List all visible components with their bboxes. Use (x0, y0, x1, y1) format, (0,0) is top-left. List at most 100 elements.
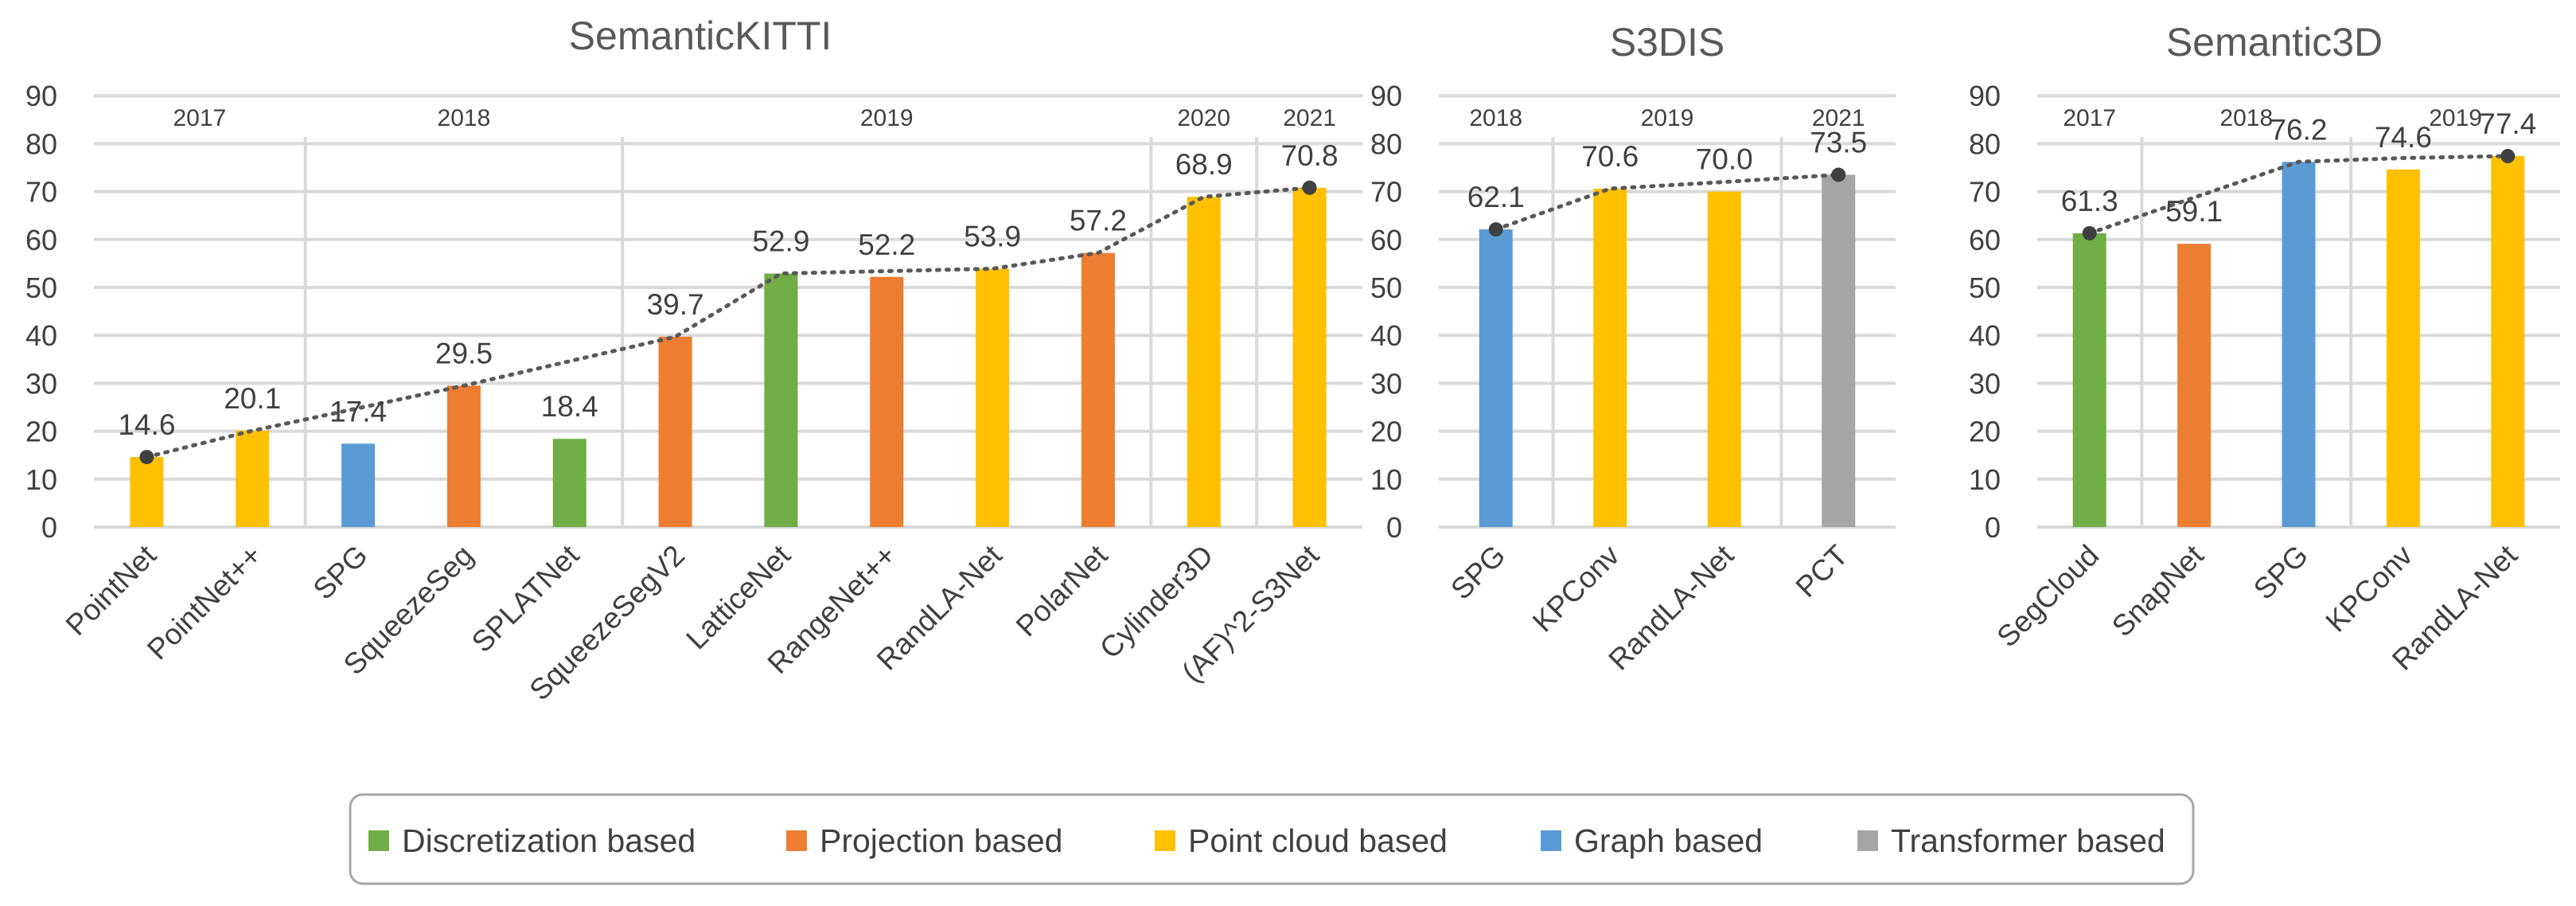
data-label: 70.0 (1696, 143, 1753, 176)
panel-s3dis: S3DIS 0 10 20 30 40 50 60 70 80 90 2018 2019 2021 62.… (1370, 20, 1896, 677)
bar (658, 337, 692, 527)
bar (2491, 156, 2525, 527)
legend-box (349, 793, 2195, 885)
data-label: 59.1 (2165, 195, 2223, 228)
data-label: 73.5 (1810, 127, 1867, 159)
chart-title: SemanticKITTI (569, 14, 832, 58)
legend-swatch-point-cloud (1155, 830, 1175, 851)
data-label: 53.9 (964, 221, 1021, 253)
category-label: SnapNet (2106, 538, 2210, 642)
y-tick-label: 40 (25, 319, 57, 352)
y-tick-label: 50 (1969, 271, 2001, 304)
legend-swatch-discretization (368, 830, 389, 851)
data-label: 17.4 (329, 395, 387, 428)
y-tick-label: 20 (25, 416, 57, 448)
data-label: 76.2 (2270, 113, 2327, 146)
bar (1707, 191, 1741, 527)
chart-title: S3DIS (1610, 20, 1725, 64)
legend-swatch-transformer (1857, 830, 1878, 851)
legend-label-transformer: Transformer based (1891, 822, 2165, 859)
trend-marker (1831, 167, 1846, 182)
y-tick-label: 60 (1370, 224, 1402, 256)
y-tick-label: 70 (1969, 176, 2001, 209)
data-label: 29.5 (435, 337, 493, 369)
bar (1292, 187, 1327, 527)
y-tick-label: 60 (1969, 224, 2001, 256)
category-label: PCT (1790, 539, 1854, 603)
bar (236, 430, 270, 527)
legend-label-point-cloud: Point cloud based (1188, 822, 1448, 859)
bar (976, 268, 1010, 527)
chart-title: Semantic3D (2166, 20, 2383, 64)
y-tick-label: 90 (1370, 80, 1402, 112)
data-label: 39.7 (647, 288, 704, 321)
bar (870, 276, 904, 527)
y-tick-label: 30 (25, 367, 57, 400)
y-tick-label: 10 (25, 463, 57, 496)
y-tick-label: 20 (1370, 416, 1402, 448)
y-tick-label: 50 (1370, 271, 1402, 304)
data-label: 68.9 (1175, 148, 1233, 181)
bar (1822, 174, 1856, 527)
category-label: SPG (306, 539, 373, 606)
y-tick-label: 60 (25, 224, 57, 256)
bar (2072, 232, 2106, 527)
year-label: 2018 (2219, 105, 2273, 131)
trend-marker (2500, 149, 2516, 164)
year-label: 2019 (1641, 105, 1694, 131)
bar (1081, 252, 1115, 527)
legend-label-graph: Graph based (1574, 822, 1763, 859)
y-tick-label: 40 (1370, 319, 1402, 352)
category-label: SPG (1444, 539, 1511, 606)
legend-swatch-graph (1541, 830, 1561, 851)
bar (2177, 244, 2212, 527)
category-label: RandLA-Net (1602, 538, 1740, 676)
bar (446, 385, 481, 527)
legend: Discretization based Projection based Po… (349, 793, 2195, 885)
y-tick-label: 30 (1969, 367, 2001, 400)
data-label: 52.2 (858, 228, 915, 261)
y-tick-label: 20 (1969, 416, 2001, 448)
bar (1593, 188, 1627, 527)
trend-line (1494, 173, 1841, 232)
y-tick-label: 10 (1969, 463, 2001, 496)
year-label: 2017 (173, 105, 226, 131)
bar (764, 273, 798, 527)
bar (2386, 169, 2420, 527)
y-tick-label: 10 (1370, 463, 1402, 496)
legend-swatch-projection (786, 830, 807, 851)
data-label: 77.4 (2479, 107, 2536, 140)
data-label: 14.6 (118, 408, 175, 441)
y-tick-label: 80 (1969, 127, 2001, 160)
bar (1187, 197, 1221, 528)
year-label: 2020 (1177, 105, 1230, 131)
category-label: KPConv (2320, 538, 2419, 638)
category-label: SPG (2247, 539, 2314, 606)
category-label: PointNet (60, 538, 163, 642)
data-label: 74.6 (2375, 121, 2432, 154)
y-tick-label: 80 (25, 127, 57, 160)
category-label: PolarNet (1010, 538, 1114, 642)
y-tick-label: 70 (1370, 176, 1402, 209)
panel-semantickitti: SemanticKITTI 0 10 20 30 40 50 60 70 80 90 2017 201… (25, 14, 1362, 707)
category-label: KPConv (1526, 538, 1626, 638)
data-label: 20.1 (224, 382, 281, 415)
year-label: 2021 (1812, 105, 1865, 131)
category-label: PointNet++ (141, 539, 268, 666)
year-label: 2019 (2429, 105, 2482, 131)
data-label: 52.9 (752, 225, 809, 258)
category-label: SegCloud (1990, 539, 2105, 654)
panel-semantic3d: Semantic3D 0 10 20 30 40 50 60 70 80 90 2017 2018 20… (1969, 20, 2560, 677)
year-label: 2017 (2063, 105, 2116, 131)
y-tick-label: 50 (25, 271, 57, 304)
y-tick-label: 90 (1969, 80, 2001, 112)
trend-marker (1302, 180, 1317, 195)
bar (130, 457, 164, 527)
y-tick-label: 0 (41, 511, 57, 544)
trend-marker (1488, 222, 1503, 237)
data-label: 70.8 (1281, 139, 1339, 172)
year-label: 2021 (1283, 105, 1336, 131)
year-label: 2019 (860, 105, 914, 131)
bar (1479, 229, 1513, 527)
bar (552, 439, 587, 527)
